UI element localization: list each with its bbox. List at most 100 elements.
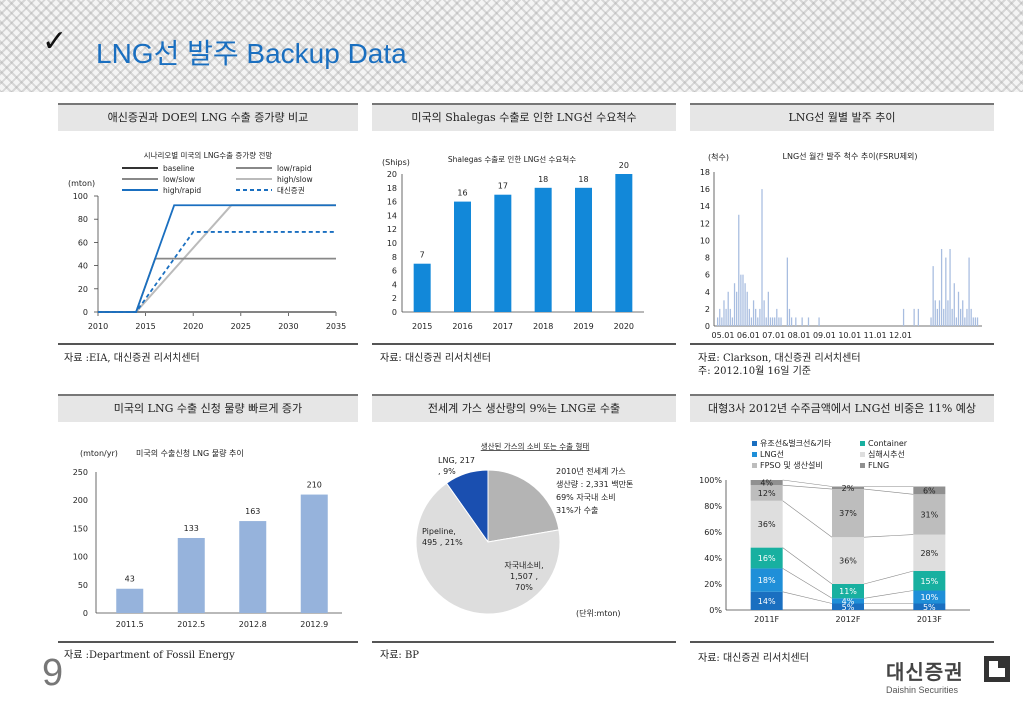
bar [717,317,719,326]
connector-line [782,568,833,599]
bar [947,300,949,326]
x-tick-label: 2017 [493,322,513,331]
bar [934,300,936,326]
bar [780,317,782,326]
slice-label: 70% [515,583,533,592]
x-tick-label: 10.01 [838,331,861,340]
y-tick-label: 100 [73,553,88,562]
source-note-4: 자료 :Department of Fossil Energy [64,650,235,661]
x-tick-label: 2012F [836,615,861,624]
bar [736,291,738,326]
y-axis-label: (mton/yr) [80,449,118,458]
y-tick-label: 4 [392,280,397,289]
y-tick-label: 6 [392,267,397,276]
logo-sub: Daishin Securities [886,685,959,695]
bar [116,588,144,613]
legend-label: baseline [163,164,195,173]
x-tick-label: 2025 [231,322,251,331]
x-tick-label: 06.01 [737,331,760,340]
stacked-segment [750,485,783,501]
bar [731,317,734,326]
stacked-segment [750,500,783,548]
connector-line [863,570,914,585]
y-tick-label: 60 [78,238,88,247]
legend-label: LNG선 [760,450,784,459]
connector-line [863,534,914,538]
bar [454,201,471,312]
bar [615,174,633,312]
legend-label: 대신증권 [277,186,305,195]
bar [769,317,772,326]
legend-label: high/slow [277,175,313,184]
bar [759,308,761,326]
bar [413,263,431,312]
pie-slice [487,469,560,543]
bar [932,266,934,326]
stacked-segment [913,603,946,610]
bar [776,308,778,326]
bar [740,274,742,326]
bar [575,187,592,312]
page-number: 9 [42,652,64,694]
slice-label: 자국내소비, [504,561,543,570]
y-tick-label: 2 [705,305,710,314]
stacked-segment [832,486,864,490]
panel-rule-5 [372,641,676,643]
segment-label: 11% [839,587,857,596]
y-tick-label: 50 [78,581,88,590]
bar [765,317,767,326]
connector-line [782,484,833,490]
bar [962,300,964,326]
bar [729,308,731,326]
y-axis-label: (척수) [708,153,729,162]
y-tick-label: 14 [700,202,710,211]
daishin-logo: 대신증권 Daishin Securities [886,656,1010,695]
bar [902,308,905,326]
bar [300,494,328,613]
connector-line [782,547,833,585]
segment-label: 5% [923,603,936,612]
source-note-5: 자료: BP [380,650,420,661]
bar [755,308,757,326]
unit-label: (단위:mton) [576,608,621,618]
bar-value-label: 133 [184,524,199,533]
segment-label: 4% [760,479,773,488]
y-tick-label: 4 [705,288,710,297]
bar [534,187,552,312]
y-tick-label: 60% [704,528,722,537]
stacked-segment [913,590,946,604]
chart-title: 미국의 수출신청 LNG 물량 추이 [136,448,244,458]
x-tick-label: 11.01 [864,331,887,340]
y-tick-label: 0 [83,609,88,618]
pie-slice [415,482,561,615]
y-tick-label: 20 [78,285,88,294]
stacked-segment [750,480,783,486]
bar [940,249,943,326]
bar-value-label: 20 [619,161,629,170]
slice-label: 1,507 , [510,572,538,581]
bar [930,317,932,326]
stacked-segment [750,568,783,592]
legend-label: FLNG [868,461,889,470]
source-note-1: 자료 :EIA, 대신증권 리서치센터 [64,353,200,364]
y-tick-label: 2 [392,294,397,303]
shalegas-ship-demand-bar-chart: Shalegas 수출로 인한 LNG선 수요척수 (Ships) 0 2 4 6 8 10 1… [382,154,644,331]
x-tick-label: 2018 [533,322,553,331]
bar [786,257,788,326]
panel-title-2: 미국의 Shalegas 수출로 인한 LNG선 수요척수 [372,103,676,131]
y-tick-label: 0 [392,308,397,317]
legend-swatch [860,452,865,457]
x-tick-label: 2010 [88,322,108,331]
y-tick-label: 20% [704,580,722,589]
x-tick-label: 05.01 [712,331,735,340]
bar-value-label: 7 [420,251,425,260]
x-tick-label: 2012.8 [239,620,267,629]
x-tick-label: 2012.5 [177,620,205,629]
y-tick-label: 18 [700,168,710,177]
bar [972,317,974,326]
x-tick-label: 2011.5 [116,620,144,629]
bar [818,317,820,326]
x-tick-label: 2015 [135,322,155,331]
bar [177,537,205,613]
stacked-segment [913,571,946,591]
